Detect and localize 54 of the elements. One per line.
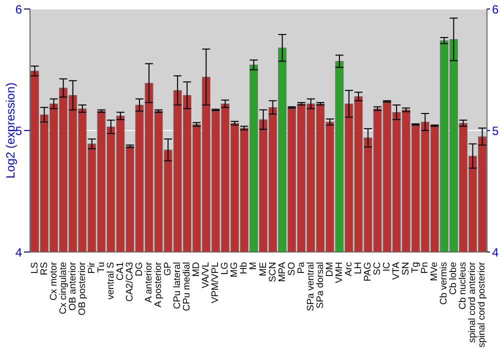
y-axis-title: Log2 (expression)	[3, 82, 18, 179]
x-tick-label: DG	[134, 262, 145, 276]
x-tick-label: Pn	[420, 262, 431, 274]
x-tick-label: CPu lateral	[172, 262, 184, 309]
x-tick-label: RS	[38, 262, 50, 276]
x-tick-label: OB anterior	[67, 262, 78, 311]
x-tick-label: Hb	[238, 262, 250, 274]
x-tick-label: MG	[229, 262, 240, 278]
x-tick-label: DM	[324, 262, 336, 277]
x-tick-label: spinal cord posterior	[476, 262, 488, 348]
y-tick-label: 6	[15, 2, 22, 16]
x-tick-label: MPA	[276, 261, 288, 282]
x-tick-label: Cb lobe	[448, 262, 460, 295]
y-tick-label: 4	[15, 245, 22, 260]
x-tick-label: SC	[372, 262, 384, 276]
x-tick-label: SO	[286, 262, 298, 276]
x-tick-label: SN	[400, 262, 412, 276]
y2-tick-label: 4	[492, 245, 499, 260]
x-tick-label: PAG	[362, 262, 374, 282]
y2-tick-label: 5	[492, 124, 499, 138]
x-tick-label: VTA	[391, 261, 402, 280]
x-tick-label: SPa dorsal	[314, 262, 326, 308]
x-tick-label: Tu	[96, 262, 107, 273]
x-tick-label: CA1	[114, 262, 126, 280]
x-tick-label: Cb nucleus	[458, 262, 469, 310]
x-tick-label: Arc	[343, 262, 354, 276]
x-tick-label: IC	[382, 262, 393, 272]
x-tick-label: Tg	[410, 262, 422, 274]
x-tick-label: VA/VL	[200, 262, 212, 288]
x-tick-label: A anterior	[144, 262, 155, 303]
x-tick-label: Cb vermis	[438, 262, 450, 305]
x-tick-label: Cx motor	[48, 262, 60, 301]
x-tick-label: Pir	[86, 262, 98, 274]
x-tick-label: Pa	[296, 261, 307, 274]
x-tick-label: M	[248, 262, 260, 270]
x-tick-label: ME	[258, 262, 269, 276]
x-tick-label: VPM/VPL	[210, 262, 222, 304]
x-tick-label: LG	[220, 262, 231, 275]
x-tick-label: LH	[352, 262, 364, 274]
x-tick-label: SCN	[267, 262, 278, 282]
x-tick-label: LS	[29, 262, 40, 274]
x-tick-label: ventral S	[105, 262, 116, 300]
x-tick-label: OB posterior	[76, 262, 88, 316]
x-tick-label: CA2/CA3	[124, 262, 136, 302]
x-tick-label: SPa ventral	[305, 262, 316, 312]
x-tick-label: MVe	[429, 262, 440, 282]
x-tick-label: A posterior	[153, 262, 164, 308]
x-tick-label: GP	[162, 262, 174, 276]
x-tick-label: CPu medial	[182, 262, 193, 312]
x-tick-label: Cx cingulate	[58, 262, 69, 314]
x-tick-label: VMH	[334, 262, 345, 284]
x-tick-label: spinal cord anterior	[467, 262, 478, 343]
x-tick-label: MD	[191, 262, 202, 277]
y2-tick-label: 6	[492, 2, 499, 16]
